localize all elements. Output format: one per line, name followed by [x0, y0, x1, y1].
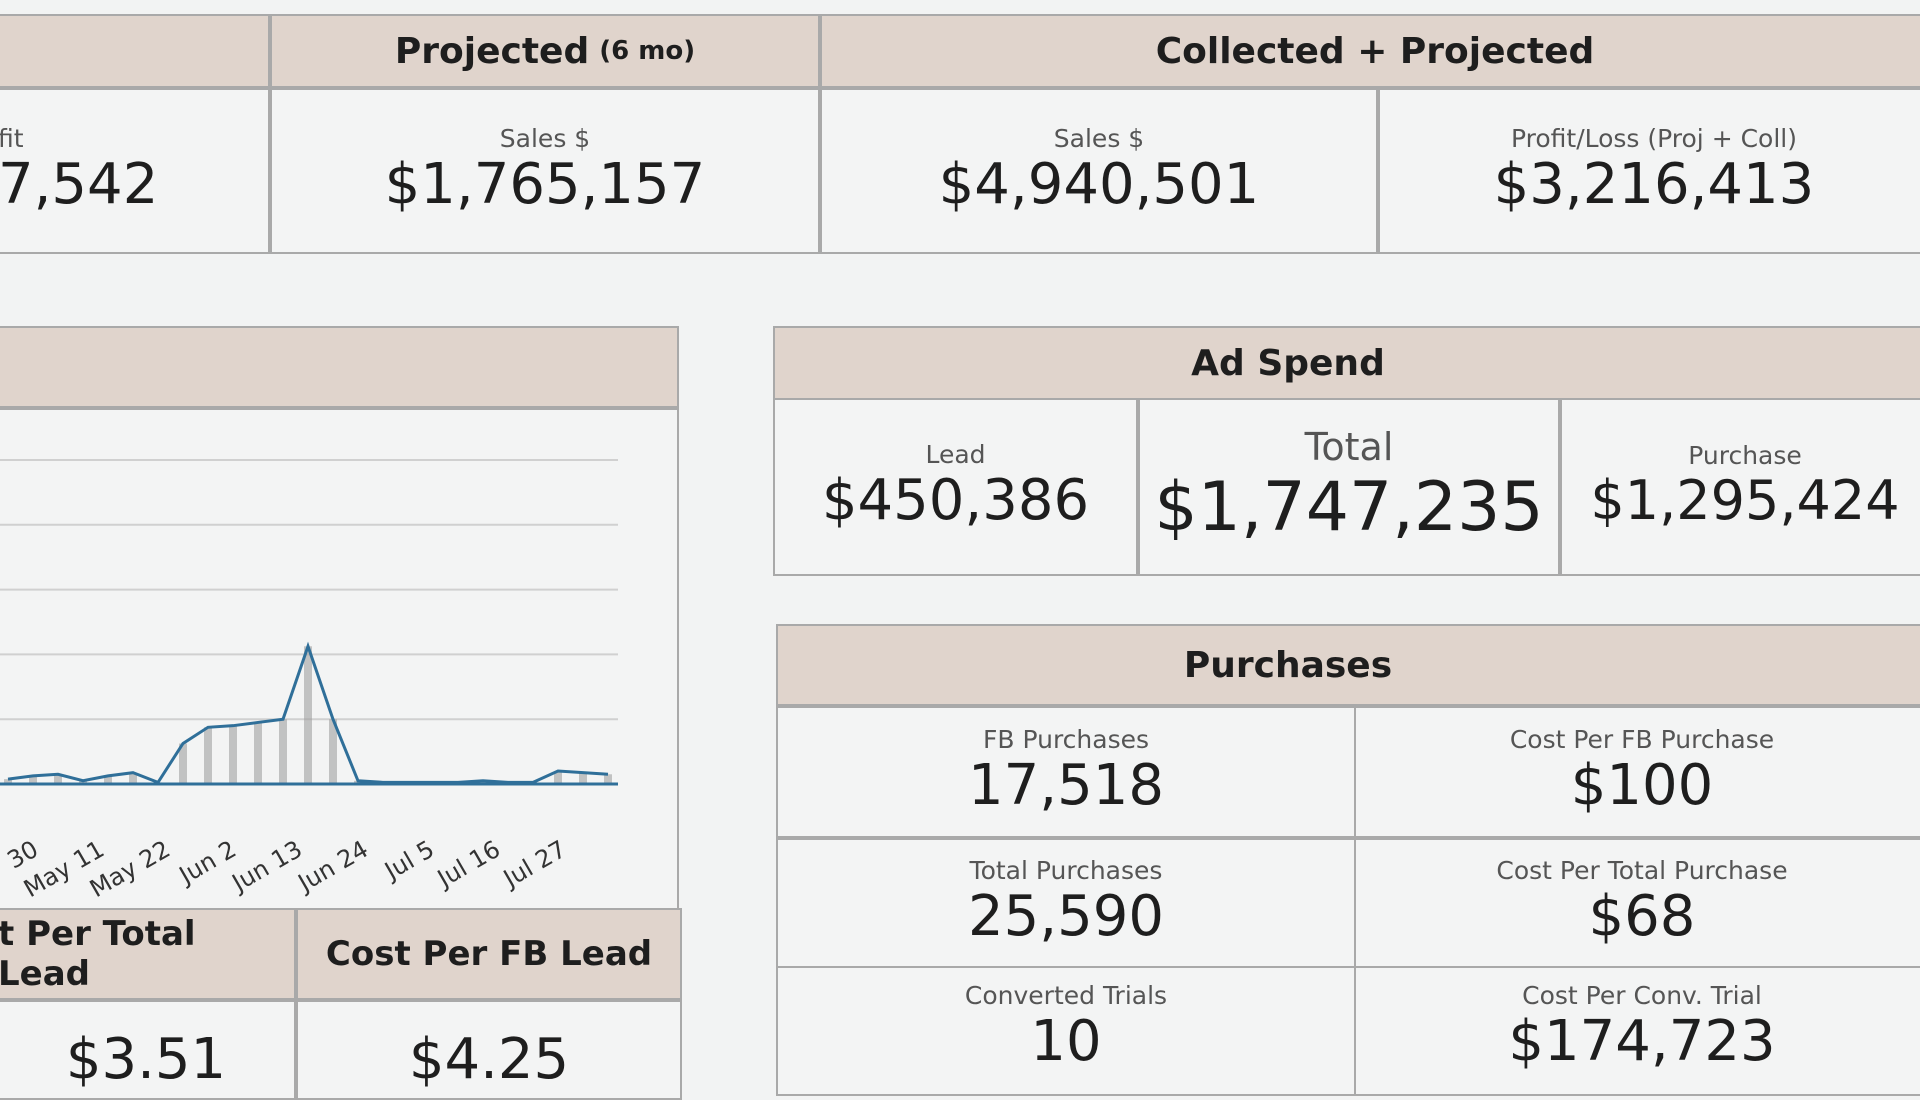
cp-sales-label: Sales $: [1053, 124, 1145, 154]
ad-spend-total-cell: Total $1,747,235: [1138, 398, 1560, 576]
chart-bar: [304, 646, 312, 784]
chart-bar: [4, 779, 12, 784]
cost-per-fb-lead-value: $4.25: [408, 1027, 570, 1092]
ad-spend-purchase-cell: Purchase $1,295,424: [1560, 398, 1920, 576]
projected-sales-cell: Sales $ $1,765,157: [270, 88, 820, 254]
chart-x-tick-label: Jul 27: [497, 835, 571, 894]
purchases-header: Purchases: [776, 624, 1920, 706]
cost-per-total-purchase-cell: Cost Per Total Purchase $68: [1354, 838, 1920, 968]
projected-title: Projected: [394, 30, 590, 72]
converted-trials-value: 10: [1030, 1008, 1102, 1074]
fb-purchases-cell: FB Purchases 17,518: [776, 706, 1356, 838]
chart-bar: [479, 780, 487, 784]
chart-x-tick-label: Jul 16: [431, 835, 505, 894]
chart-x-tick-label: Jun 13: [226, 835, 307, 898]
ad-spend-total-label: Total: [1304, 425, 1394, 469]
chart-header: [0, 326, 679, 408]
collected-projected-header: Collected + Projected: [820, 14, 1920, 88]
converted-trials-label: Converted Trials: [964, 981, 1168, 1010]
cp-profit-loss-label: Profit/Loss (Proj + Coll): [1510, 124, 1797, 154]
projected-sales-value: $1,765,157: [384, 151, 706, 217]
projected-header: Projected (6 mo): [270, 14, 820, 88]
cost-per-total-lead-cell: $3.51: [0, 1000, 296, 1100]
ad-spend-lead-value: $450,386: [821, 467, 1090, 533]
cp-profit-loss-cell: Profit/Loss (Proj + Coll) $3,216,413: [1378, 88, 1920, 254]
cost-per-total-purchase-value: $68: [1588, 883, 1696, 949]
chart-bar: [54, 774, 62, 784]
chart-bar: [104, 775, 112, 784]
total-purchases-cell: Total Purchases 25,590: [776, 838, 1356, 968]
ad-spend-header: Ad Spend: [773, 326, 1920, 400]
projected-subtitle: (6 mo): [599, 36, 696, 66]
chart-bar: [279, 719, 287, 784]
chart-bar: [329, 719, 337, 784]
cp-sales-value: $4,940,501: [938, 151, 1260, 217]
chart-bar: [579, 772, 587, 784]
cost-per-conv-trial-label: Cost Per Conv. Trial: [1522, 981, 1762, 1010]
ad-spend-purchase-value: $1,295,424: [1590, 468, 1900, 532]
chart-series-line: [7, 641, 609, 785]
chart-x-tick-label: Jun 2: [173, 835, 241, 890]
chart-panel: 30 May 11 May 22 Jun 2 Jun 13 Jun 24 Jul 5 Jul …: [0, 408, 679, 910]
chart-bar: [179, 743, 187, 784]
cost-per-fb-purchase-value: $100: [1570, 752, 1714, 818]
chart-bar: [129, 772, 137, 784]
chart-x-tick-label: Jul 5: [378, 835, 439, 886]
cost-per-fb-purchase-cell: Cost Per FB Purchase $100: [1354, 706, 1920, 838]
cost-per-fb-lead-header: Cost Per FB Lead: [296, 908, 682, 1000]
cost-per-total-lead-value: $3.51: [65, 1027, 227, 1092]
ad-spend-purchase-label: Purchase: [1688, 441, 1802, 471]
ad-spend-lead-label: Lead: [925, 440, 986, 470]
ad-spend-total-value: $1,747,235: [1154, 467, 1544, 547]
chart-bar: [29, 775, 37, 784]
chart-bar: [79, 780, 87, 784]
partial-column-header: [0, 14, 270, 88]
cp-profit-loss-value: $3,216,413: [1493, 151, 1815, 217]
chart-bar: [204, 727, 212, 784]
cost-per-conv-trial-value: $174,723: [1508, 1008, 1776, 1074]
fb-purchases-label: FB Purchases: [982, 725, 1150, 755]
cp-sales-cell: Sales $ $4,940,501: [820, 88, 1378, 254]
chart-bar: [229, 725, 237, 784]
ad-spend-lead-cell: Lead $450,386: [773, 398, 1138, 576]
cost-per-total-purchase-label: Cost Per Total Purchase: [1496, 856, 1788, 886]
cost-per-fb-purchase-label: Cost Per FB Purchase: [1509, 725, 1775, 755]
cost-per-total-lead-header: t Per Total Lead: [0, 908, 296, 1000]
fb-purchases-value: 17,518: [968, 752, 1164, 818]
chart-bar: [604, 774, 612, 784]
profit-value: 7,542: [0, 151, 159, 217]
total-purchases-label: Total Purchases: [969, 856, 1163, 886]
total-purchases-value: 25,590: [968, 883, 1164, 949]
cost-per-conv-trial-cell: Cost Per Conv. Trial $174,723: [1354, 966, 1920, 1096]
converted-trials-cell: Converted Trials 10: [776, 966, 1356, 1096]
chart-bar: [354, 780, 362, 784]
projected-sales-label: Sales $: [499, 124, 591, 154]
profit-label: fit: [0, 124, 24, 154]
chart-bar: [254, 722, 262, 784]
cost-per-fb-lead-cell: $4.25: [296, 1000, 682, 1100]
chart-x-tick-label: Jun 24: [292, 835, 373, 898]
chart-bar: [554, 771, 562, 784]
profit-cell: fit 7,542: [0, 88, 270, 254]
